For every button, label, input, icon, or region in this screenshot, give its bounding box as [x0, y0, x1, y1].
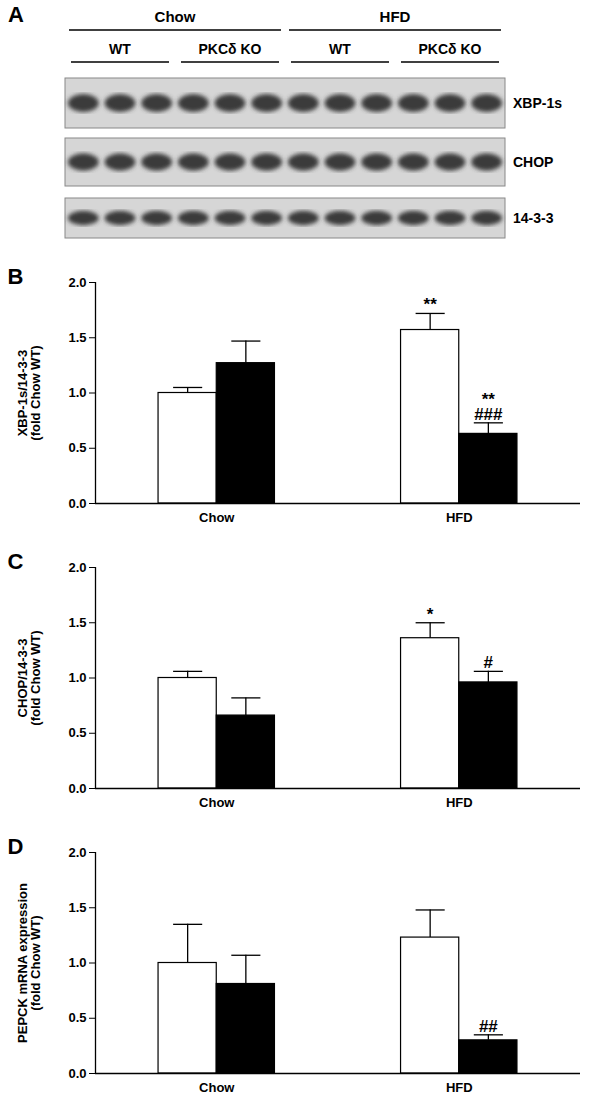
svg-text:0.0: 0.0	[68, 1066, 86, 1081]
svg-text:1.0: 1.0	[68, 385, 86, 400]
svg-text:1.5: 1.5	[68, 330, 86, 345]
svg-text:##: ##	[479, 1017, 498, 1036]
svg-text:B: B	[8, 264, 24, 289]
svg-text:14-3-3: 14-3-3	[513, 210, 554, 226]
svg-text:CHOP: CHOP	[513, 154, 553, 170]
svg-text:Chow: Chow	[199, 510, 235, 525]
svg-text:WT: WT	[109, 41, 131, 57]
svg-text:A: A	[8, 2, 24, 27]
svg-text:PKCδ KO: PKCδ KO	[419, 41, 482, 57]
svg-text:WT: WT	[329, 41, 351, 57]
svg-text:0.5: 0.5	[68, 1010, 86, 1025]
svg-text:HFD: HFD	[380, 8, 411, 25]
svg-text:#: #	[484, 653, 494, 672]
svg-text:CHOP/14-3-3(fold Chow WT): CHOP/14-3-3(fold Chow WT)	[15, 630, 43, 725]
svg-text:XBP-1s/14-3-3(fold Chow WT): XBP-1s/14-3-3(fold Chow WT)	[15, 345, 43, 440]
svg-text:2.0: 2.0	[68, 845, 86, 860]
svg-text:HFD: HFD	[446, 795, 473, 810]
svg-text:0.5: 0.5	[68, 440, 86, 455]
svg-text:D: D	[8, 834, 24, 859]
svg-text:PKCδ KO: PKCδ KO	[199, 41, 262, 57]
svg-text:2.0: 2.0	[68, 275, 86, 290]
svg-text:*: *	[427, 605, 434, 624]
svg-text:C: C	[8, 549, 24, 574]
svg-text:PEPCK mRNA expression(fold Cho: PEPCK mRNA expression(fold Chow WT)	[15, 883, 43, 1043]
svg-text:1.5: 1.5	[68, 900, 86, 915]
svg-text:Chow: Chow	[199, 1080, 235, 1095]
svg-text:**: **	[424, 295, 438, 314]
svg-text:Chow: Chow	[199, 795, 235, 810]
svg-text:HFD: HFD	[446, 510, 473, 525]
svg-text:1.5: 1.5	[68, 615, 86, 630]
svg-text:0.0: 0.0	[68, 496, 86, 511]
svg-text:0.0: 0.0	[68, 781, 86, 796]
svg-text:1.0: 1.0	[68, 670, 86, 685]
svg-text:0.5: 0.5	[68, 725, 86, 740]
svg-text:**###: **###	[474, 390, 503, 424]
svg-text:XBP-1s: XBP-1s	[513, 95, 562, 111]
svg-text:HFD: HFD	[446, 1080, 473, 1095]
svg-text:Chow: Chow	[155, 8, 196, 25]
svg-text:2.0: 2.0	[68, 560, 86, 575]
svg-text:1.0: 1.0	[68, 955, 86, 970]
